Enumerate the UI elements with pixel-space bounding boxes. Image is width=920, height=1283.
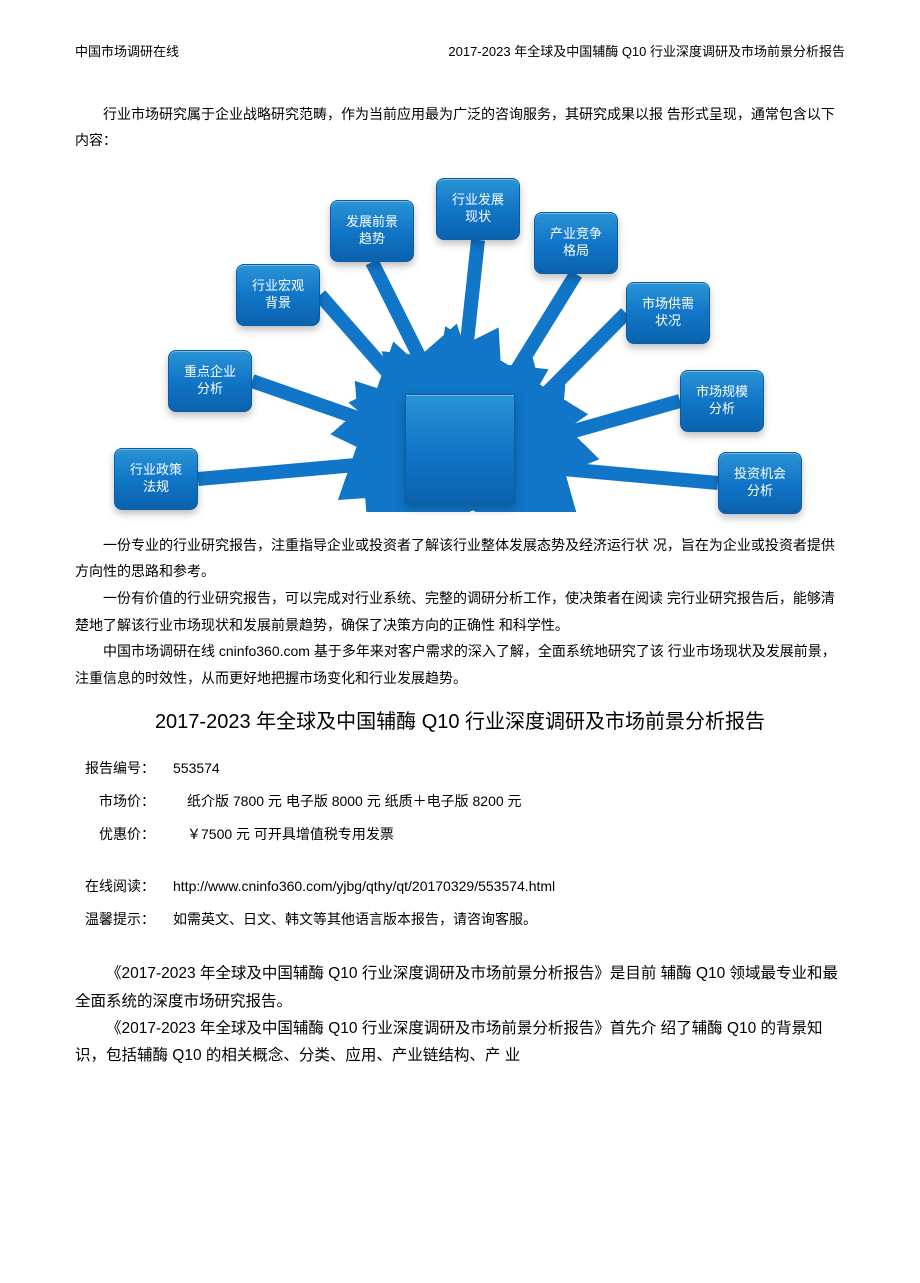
diagram-node: 行业宏观背景: [236, 264, 320, 326]
report-title: 2017-2023 年全球及中国辅酶 Q10 行业深度调研及市场前景分析报告: [75, 703, 845, 741]
info-value: ￥7500 元 可开具增值税专用发票: [187, 821, 845, 848]
diagram-node: 市场供需状况: [626, 282, 710, 344]
info-row: 报告编号： 553574: [85, 755, 845, 782]
report-info-table: 报告编号： 553574 市场价： 纸介版 7800 元 电子版 8000 元 …: [85, 755, 845, 932]
radial-diagram: 行业政策法规 重点企业分析 行业宏观背景发展前景趋势行业发展现状产业竞争格局市场供需…: [110, 172, 810, 512]
diagram-node: 投资机会分析: [718, 452, 802, 514]
diagram-node: 市场规模分析: [680, 370, 764, 432]
diagram-node: 产业竞争格局: [534, 212, 618, 274]
body-paragraph: 一份专业的行业研究报告，注重指导企业或投资者了解该行业整体发展态势及经济运行状 …: [75, 532, 845, 585]
info-row: 优惠价： ￥7500 元 可开具增值税专用发票: [85, 821, 845, 848]
summary-paragraph: 《2017-2023 年全球及中国辅酶 Q10 行业深度调研及市场前景分析报告》…: [75, 1015, 845, 1069]
info-row: 市场价： 纸介版 7800 元 电子版 8000 元 纸质＋电子版 8200 元: [85, 788, 845, 815]
page-header: 中国市场调研在线 2017-2023 年全球及中国辅酶 Q10 行业深度调研及市…: [75, 40, 845, 65]
header-left: 中国市场调研在线: [75, 40, 179, 65]
info-row: 在线阅读： http://www.cninfo360.com/yjbg/qthy…: [85, 873, 845, 900]
intro-paragraph: 行业市场研究属于企业战略研究范畴，作为当前应用最为广泛的咨询服务，其研究成果以报…: [75, 101, 845, 154]
info-label: 市场价：: [99, 788, 187, 815]
diagram-node: 行业发展现状: [436, 178, 520, 240]
info-label: 优惠价：: [99, 821, 187, 848]
info-value: http://www.cninfo360.com/yjbg/qthy/qt/20…: [173, 873, 845, 900]
diagram-node: 发展前景趋势: [330, 200, 414, 262]
summary-section: 《2017-2023 年全球及中国辅酶 Q10 行业深度调研及市场前景分析报告》…: [75, 960, 845, 1069]
diagram-hub: [405, 394, 515, 504]
summary-paragraph: 《2017-2023 年全球及中国辅酶 Q10 行业深度调研及市场前景分析报告》…: [75, 960, 845, 1014]
diagram-node: 重点企业分析: [168, 350, 252, 412]
body-paragraph: 一份有价值的行业研究报告，可以完成对行业系统、完整的调研分析工作，使决策者在阅读…: [75, 585, 845, 638]
diagram-node: 行业政策法规: [114, 448, 198, 510]
info-row: 温馨提示： 如需英文、日文、韩文等其他语言版本报告，请咨询客服。: [85, 906, 845, 933]
diagram-container: 行业政策法规 重点企业分析 行业宏观背景发展前景趋势行业发展现状产业竞争格局市场供需…: [75, 172, 845, 512]
info-label: 在线阅读：: [85, 873, 173, 900]
body-paragraph: 中国市场调研在线 cninfo360.com 基于多年来对客户需求的深入了解，全…: [75, 638, 845, 691]
header-right: 2017-2023 年全球及中国辅酶 Q10 行业深度调研及市场前景分析报告: [448, 40, 845, 65]
info-value: 如需英文、日文、韩文等其他语言版本报告，请咨询客服。: [173, 906, 845, 933]
body-section: 一份专业的行业研究报告，注重指导企业或投资者了解该行业整体发展态势及经济运行状 …: [75, 532, 845, 692]
info-value: 纸介版 7800 元 电子版 8000 元 纸质＋电子版 8200 元: [187, 788, 845, 815]
info-value: 553574: [173, 755, 845, 782]
info-label: 报告编号：: [85, 755, 173, 782]
info-label: 温馨提示：: [85, 906, 173, 933]
